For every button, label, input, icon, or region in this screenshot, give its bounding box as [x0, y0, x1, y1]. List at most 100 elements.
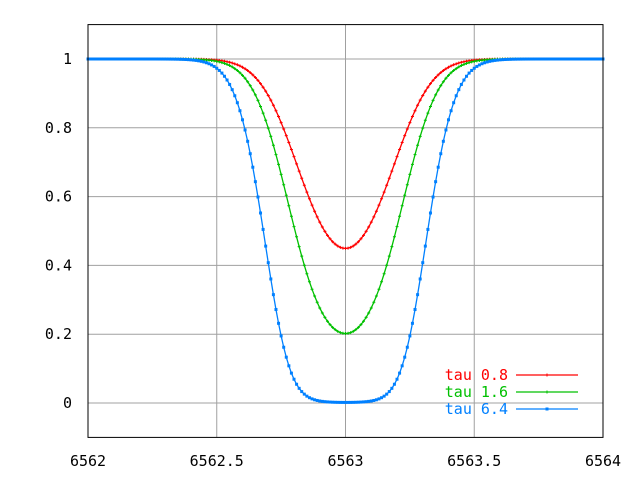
data-point: [359, 400, 363, 404]
data-point: [382, 190, 386, 194]
data-point: [161, 57, 165, 61]
data-point: [122, 57, 126, 61]
data-point: [426, 227, 430, 231]
data-point: [392, 235, 396, 239]
data-point: [431, 195, 435, 199]
data-point: [344, 400, 347, 404]
data-point: [490, 59, 494, 63]
data-point: [310, 203, 314, 207]
data-point: [583, 57, 587, 61]
data-point: [410, 162, 414, 166]
data-point: [292, 155, 296, 159]
data-point: [444, 67, 448, 71]
data-point: [338, 331, 342, 335]
data-point: [104, 57, 108, 61]
data-point: [382, 394, 386, 398]
data-point: [168, 57, 172, 61]
data-point: [277, 162, 281, 166]
data-point: [251, 88, 255, 92]
data-point: [210, 58, 214, 62]
data-point: [233, 94, 237, 98]
data-point: [364, 400, 368, 404]
data-point: [483, 61, 487, 65]
data-point: [259, 82, 263, 86]
data-point: [246, 139, 250, 143]
data-point: [300, 390, 304, 394]
data-point: [431, 98, 435, 102]
data-point: [135, 57, 139, 61]
x-tick-label: 6563: [327, 452, 363, 470]
data-point: [279, 334, 283, 338]
data-point: [297, 245, 301, 249]
data-point: [354, 328, 358, 332]
y-tick-label: 0.6: [45, 188, 72, 206]
data-point: [119, 57, 123, 61]
data-point: [307, 197, 311, 201]
data-point: [318, 399, 322, 403]
data-point: [230, 61, 234, 65]
data-point: [310, 397, 314, 401]
data-point: [441, 69, 445, 73]
data-point: [362, 233, 366, 237]
data-point: [441, 80, 445, 84]
data-point: [387, 390, 391, 394]
data-point: [243, 76, 247, 80]
data-point: [374, 209, 378, 213]
tick-labels: 6562 6562.5 6563 6563.5 6564 0 0.2 0.4 0.6 0.8 1: [45, 50, 621, 470]
data-point: [480, 62, 484, 66]
y-tick-label: 0.4: [45, 256, 72, 274]
data-point: [241, 73, 244, 77]
data-point: [449, 71, 453, 75]
data-point: [385, 183, 389, 187]
data-point: [405, 183, 409, 187]
data-point: [241, 118, 244, 122]
data-point: [320, 311, 324, 315]
data-point: [292, 225, 296, 229]
data-point: [447, 73, 450, 77]
data-point: [338, 245, 342, 249]
data-point: [333, 242, 337, 246]
data-point: [462, 78, 466, 82]
data-point: [282, 127, 286, 131]
data-point: [565, 57, 569, 61]
data-point: [138, 57, 141, 61]
data-point: [369, 306, 373, 310]
legend-label: tau 0.8: [445, 366, 508, 384]
data-point: [562, 57, 566, 61]
data-point: [274, 153, 278, 157]
data-point: [207, 58, 211, 62]
data-point: [356, 400, 360, 404]
data-point: [452, 68, 456, 72]
data-point: [331, 240, 335, 244]
data-point: [462, 62, 466, 66]
data-point: [423, 244, 427, 248]
data-point: [346, 400, 350, 404]
data-point: [305, 272, 309, 276]
data-point: [307, 280, 311, 284]
data-point: [238, 109, 242, 113]
data-point: [405, 345, 409, 349]
data-point: [387, 176, 391, 180]
data-point: [271, 143, 275, 147]
data-point: [457, 65, 461, 69]
data-point: [292, 377, 296, 381]
data-point: [230, 88, 234, 92]
data-point: [264, 244, 268, 248]
data-point: [351, 400, 355, 404]
data-point: [447, 65, 450, 69]
data-point: [359, 323, 363, 327]
data-point: [94, 57, 98, 61]
data-point: [207, 62, 211, 66]
data-point: [428, 82, 432, 86]
data-point: [390, 386, 394, 390]
data-point: [284, 134, 288, 138]
data-point: [220, 71, 224, 75]
data-point: [485, 60, 489, 64]
data-point: [423, 118, 427, 122]
data-point: [248, 71, 252, 75]
data-point: [459, 82, 463, 86]
data-point: [243, 128, 247, 132]
data-point: [356, 240, 360, 244]
data-point: [356, 325, 360, 329]
data-point: [289, 148, 293, 152]
